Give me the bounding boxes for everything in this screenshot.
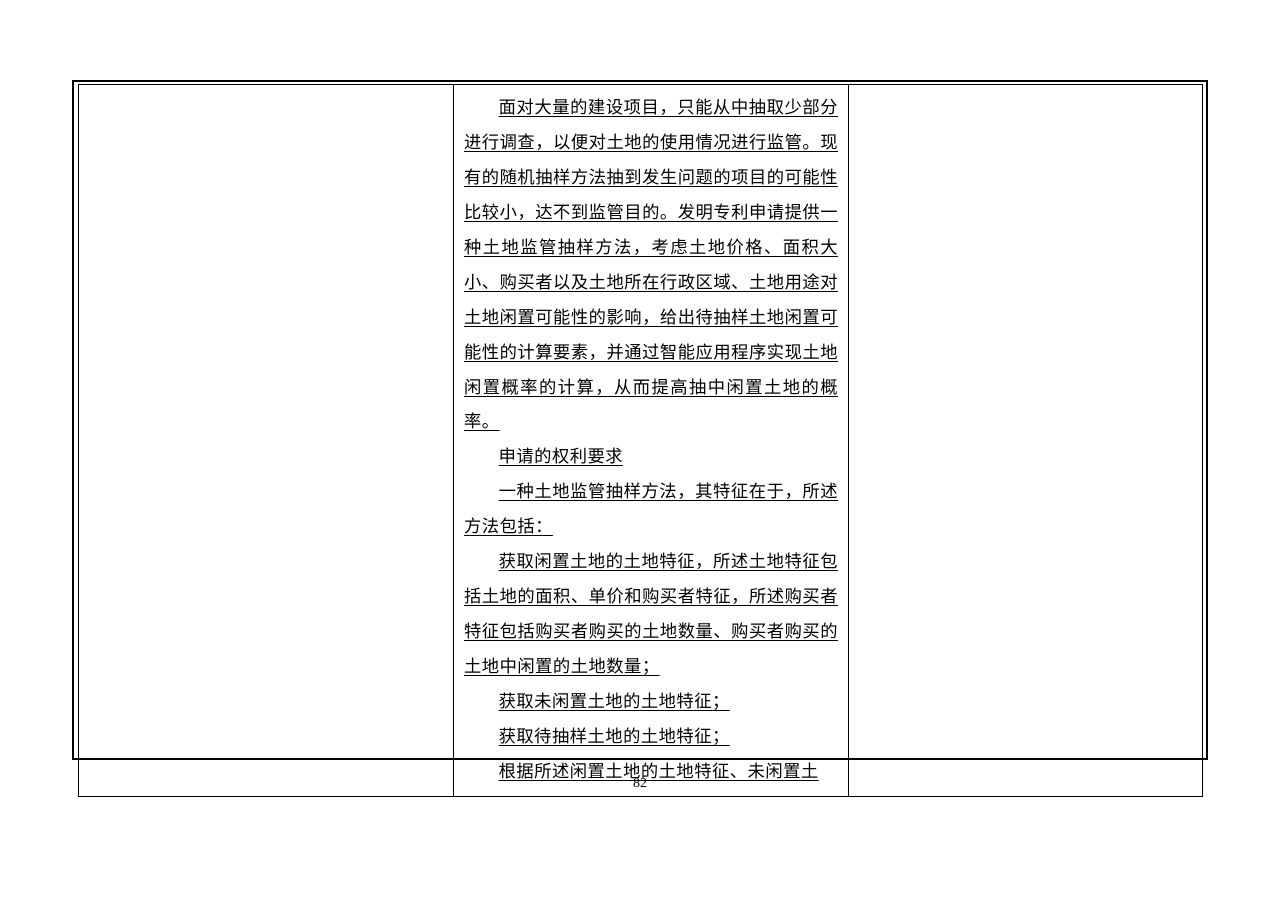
- paragraph: 获取未闲置土地的土地特征；: [464, 685, 838, 720]
- paragraph: 获取闲置土地的土地特征，所述土地特征包括土地的面积、单价和购买者特征，所述购买者…: [464, 545, 838, 685]
- cell-left: [79, 85, 454, 797]
- content-table: 面对大量的建设项目，只能从中抽取少部分进行调查，以便对土地的使用情况进行监管。现…: [78, 84, 1203, 797]
- cell-right: [849, 85, 1203, 797]
- paragraph: 申请的权利要求: [464, 440, 838, 475]
- cell-middle: 面对大量的建设项目，只能从中抽取少部分进行调查，以便对土地的使用情况进行监管。现…: [454, 85, 849, 797]
- page-number: 82: [0, 776, 1280, 792]
- table-row: 面对大量的建设项目，只能从中抽取少部分进行调查，以便对土地的使用情况进行监管。现…: [79, 85, 1203, 797]
- paragraph: 一种土地监管抽样方法，其特征在于，所述方法包括：: [464, 475, 838, 545]
- paragraph: 获取待抽样土地的土地特征；: [464, 720, 838, 755]
- middle-content: 面对大量的建设项目，只能从中抽取少部分进行调查，以便对土地的使用情况进行监管。现…: [464, 91, 838, 790]
- paragraph: 面对大量的建设项目，只能从中抽取少部分进行调查，以便对土地的使用情况进行监管。现…: [464, 91, 838, 440]
